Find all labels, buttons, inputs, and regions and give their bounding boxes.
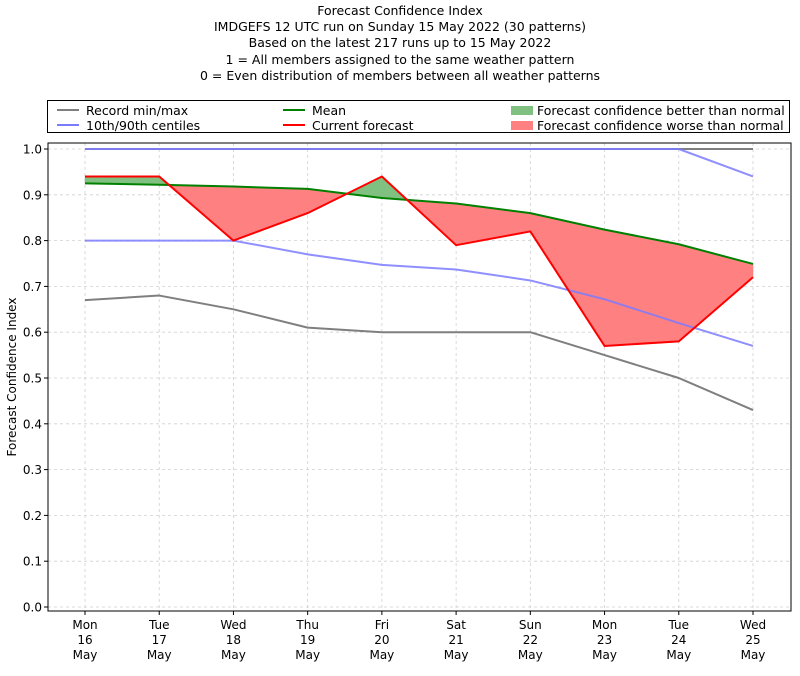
- series-line-current-forecast: [85, 175, 754, 347]
- legend-label-better: Forecast confidence better than normal: [537, 102, 785, 118]
- legend-label-worse: Forecast confidence worse than normal: [537, 117, 784, 133]
- legend-label-mean: Mean: [312, 102, 347, 118]
- y-tick-label: 0.0: [23, 601, 42, 615]
- legend-swatch-centiles: [57, 124, 79, 126]
- x-tick-label: Sat: [446, 618, 466, 632]
- legend-swatch-current: [283, 124, 305, 126]
- y-axis-label: Forecast Confidence Index: [5, 298, 19, 457]
- x-tick-label: 17: [152, 633, 167, 647]
- x-tick-label: Sun: [519, 618, 542, 632]
- x-tick-label: Mon: [592, 618, 617, 632]
- legend-swatch-better: [511, 105, 533, 115]
- fill-worse-than-normal: [530, 212, 605, 347]
- x-tick-label: May: [147, 648, 172, 662]
- x-tick-label: Mon: [72, 618, 97, 632]
- y-tick-label: 0.5: [23, 372, 42, 386]
- x-tick-label: 16: [77, 633, 92, 647]
- x-tick-label: May: [518, 648, 543, 662]
- legend-item-worse: Forecast confidence worse than normal: [511, 117, 784, 133]
- legend-label-centiles: 10th/90th centiles: [86, 117, 201, 133]
- x-tick-label: May: [73, 648, 98, 662]
- legend-item-mean: Mean: [283, 102, 346, 118]
- legend-swatch-mean: [283, 109, 305, 111]
- x-tick-label: Tue: [668, 618, 690, 632]
- x-tick-label: 19: [300, 633, 315, 647]
- x-tick-label: 24: [671, 633, 686, 647]
- x-tick-label: May: [444, 648, 469, 662]
- chart-legend: Record min/max 10th/90th centiles Mean C…: [47, 100, 790, 133]
- chart-subtitle-2: Based on the latest 217 runs up to 15 Ma…: [248, 35, 552, 51]
- x-tick-label: May: [369, 648, 394, 662]
- fill-worse-than-normal: [604, 229, 680, 347]
- x-tick-label: 21: [448, 633, 463, 647]
- series-line-record-min: [84, 294, 754, 411]
- fill-worse-than-normal: [233, 186, 308, 241]
- series-line-10th-centile: [85, 239, 754, 347]
- y-tick-label: 0.9: [23, 188, 42, 202]
- plot-frame: [47, 142, 792, 612]
- y-tick-label: 0.1: [23, 555, 42, 569]
- legend-label-current: Current forecast: [312, 117, 414, 133]
- x-tick-label: May: [741, 648, 766, 662]
- chart-subtitle-1: IMDGEFS 12 UTC run on Sunday 15 May 2022…: [214, 19, 586, 35]
- x-tick-label: May: [221, 648, 246, 662]
- y-axis: 0.0 0.1 0.2 0.3 0.4 0.5 0.6 0.7 0.8 0.9 1.0: [23, 143, 48, 615]
- series-line-90th-centile: [85, 148, 754, 178]
- x-tick-label: Thu: [295, 618, 319, 632]
- x-tick-label: 20: [374, 633, 389, 647]
- legend-item-record: Record min/max: [57, 102, 188, 118]
- x-tick-label: May: [666, 648, 691, 662]
- x-tick-label: Tue: [148, 618, 170, 632]
- chart-subtitle-4: 0 = Even distribution of members between…: [199, 67, 601, 83]
- x-tick-label: Wed: [740, 618, 766, 632]
- y-tick-label: 0.3: [23, 463, 42, 477]
- chart-subtitle-3: 1 = All members assigned to the same wea…: [225, 51, 575, 67]
- x-tick-label: 18: [226, 633, 241, 647]
- grid: [48, 143, 791, 611]
- y-tick-label: 0.8: [23, 234, 42, 248]
- chart-titles: Forecast Confidence Index IMDGEFS 12 UTC…: [0, 3, 800, 84]
- legend-item-current: Current forecast: [283, 117, 413, 133]
- fill-areas: [84, 175, 754, 347]
- chart-title: Forecast Confidence Index: [317, 3, 483, 18]
- x-tick-label: 23: [597, 633, 612, 647]
- series-lines: [84, 148, 754, 411]
- x-tick-label: 25: [745, 633, 760, 647]
- y-tick-label: 0.2: [23, 509, 42, 523]
- series-line-mean: [84, 182, 754, 265]
- x-tick-label: Fri: [375, 618, 389, 632]
- legend-swatch-record: [57, 109, 79, 111]
- legend-item-better: Forecast confidence better than normal: [511, 102, 785, 118]
- x-tick-label: 22: [523, 633, 538, 647]
- x-tick-label: May: [592, 648, 617, 662]
- x-tick-label: Wed: [220, 618, 246, 632]
- legend-item-centiles: 10th/90th centiles: [57, 117, 200, 133]
- y-tick-label: 0.7: [23, 280, 42, 294]
- legend-swatch-worse: [511, 120, 533, 130]
- y-tick-label: 1.0: [23, 143, 42, 157]
- y-tick-label: 0.6: [23, 326, 42, 340]
- x-tick-label: May: [295, 648, 320, 662]
- y-tick-label: 0.4: [23, 417, 42, 431]
- legend-label-record: Record min/max: [86, 102, 189, 118]
- x-axis: Mon16MayTue17MayWed18MayThu19MayFri20May…: [72, 611, 766, 662]
